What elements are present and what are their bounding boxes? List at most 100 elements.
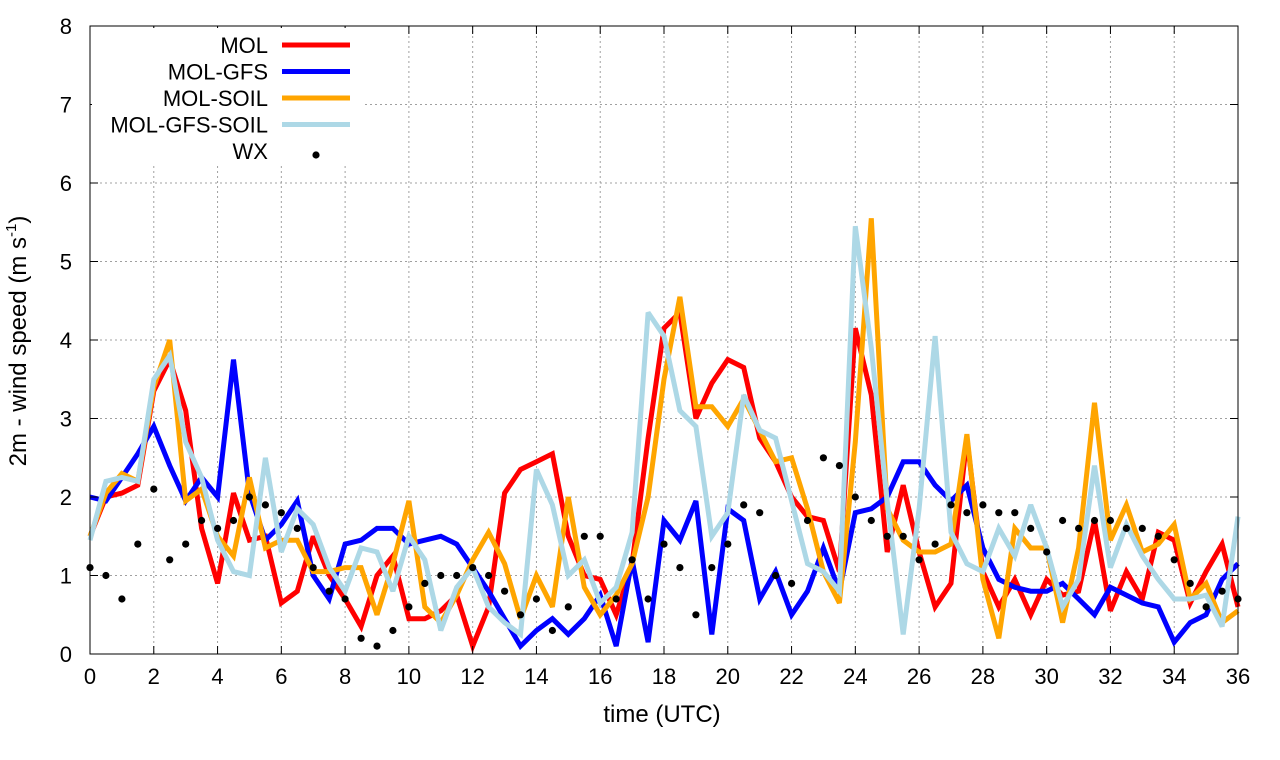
x-tick-label: 8 bbox=[339, 664, 351, 689]
wx-point bbox=[676, 564, 684, 572]
wx-point bbox=[245, 493, 253, 501]
wx-point bbox=[1059, 516, 1067, 525]
wx-point bbox=[995, 509, 1003, 517]
wx-point bbox=[1106, 516, 1114, 525]
x-tick-label: 24 bbox=[843, 664, 867, 689]
wx-point bbox=[309, 564, 317, 572]
x-tick-label: 22 bbox=[779, 664, 803, 689]
wx-point bbox=[548, 626, 557, 635]
wx-point bbox=[564, 603, 572, 611]
wx-point bbox=[341, 595, 349, 603]
x-tick-label: 34 bbox=[1162, 664, 1186, 689]
wx-point bbox=[421, 579, 429, 588]
wx-point bbox=[182, 540, 190, 548]
x-tick-label: 36 bbox=[1226, 664, 1250, 689]
legend-label-mol-gfs-soil: MOL-GFS-SOIL bbox=[110, 113, 268, 138]
legend-label-wx: WX bbox=[233, 139, 269, 164]
series-line-mol-gfs-soil bbox=[87, 225, 1241, 640]
wx-point bbox=[708, 564, 716, 572]
wx-point bbox=[803, 516, 812, 525]
wx-point bbox=[883, 532, 891, 540]
x-axis-label: time (UTC) bbox=[603, 701, 720, 728]
legend-label-mol: MOL bbox=[220, 33, 268, 58]
wx-point bbox=[835, 462, 844, 470]
wx-point bbox=[947, 501, 955, 509]
wx-point bbox=[867, 516, 875, 525]
wx-point bbox=[214, 524, 222, 533]
x-tick-label: 4 bbox=[211, 664, 223, 689]
series-line-mol-gfs bbox=[89, 359, 1240, 651]
series-line-mol bbox=[87, 307, 1241, 654]
x-tick-label: 14 bbox=[524, 664, 548, 689]
y-tick-label: 7 bbox=[60, 93, 72, 118]
wx-point bbox=[740, 501, 748, 509]
legend-label-mol-soil: MOL-SOIL bbox=[163, 86, 268, 111]
x-tick-label: 30 bbox=[1034, 664, 1058, 689]
y-tick-label: 2 bbox=[60, 485, 72, 510]
y-tick-label: 1 bbox=[60, 564, 72, 589]
legend-label-mol-gfs: MOL-GFS bbox=[168, 60, 268, 85]
wx-point bbox=[277, 509, 285, 517]
y-tick-label: 5 bbox=[60, 250, 72, 275]
y-tick-label: 6 bbox=[60, 171, 72, 196]
wx-point bbox=[532, 595, 541, 603]
y-tick-label: 4 bbox=[60, 328, 72, 353]
wx-point bbox=[1011, 509, 1019, 517]
wx-point bbox=[150, 485, 158, 493]
wx-point bbox=[1027, 524, 1035, 533]
wx-point bbox=[660, 540, 668, 548]
wx-point bbox=[1122, 524, 1130, 533]
wx-point bbox=[118, 595, 126, 603]
wx-point bbox=[931, 540, 939, 548]
wx-point bbox=[357, 634, 365, 642]
x-tick-label: 10 bbox=[397, 664, 421, 689]
wx-point bbox=[851, 493, 859, 501]
wx-point bbox=[644, 595, 652, 603]
wx-point bbox=[819, 454, 828, 462]
y-axis-label-close: ) bbox=[5, 216, 32, 224]
x-tick-label: 12 bbox=[460, 664, 484, 689]
wx-point bbox=[1186, 579, 1194, 588]
y-tick-label: 0 bbox=[60, 642, 72, 667]
x-tick-label: 2 bbox=[148, 664, 160, 689]
axis-ticks: 0 2 4 6 8 10 12 14 16 18 20 22 24 26 28 30 32 34 360123456… bbox=[60, 14, 1250, 689]
series-layer bbox=[86, 218, 1242, 654]
y-tick-label: 8 bbox=[60, 14, 72, 39]
wx-point bbox=[899, 532, 907, 540]
wx-point bbox=[134, 540, 142, 548]
wx-point bbox=[788, 579, 796, 588]
wx-point bbox=[229, 516, 238, 525]
wx-point bbox=[1218, 587, 1226, 595]
wx-point bbox=[596, 532, 604, 540]
wx-point bbox=[516, 611, 525, 619]
wx-point bbox=[389, 626, 397, 635]
wx-point bbox=[963, 509, 971, 517]
x-tick-label: 0 bbox=[84, 664, 96, 689]
x-tick-label: 20 bbox=[716, 664, 740, 689]
wx-point bbox=[198, 516, 206, 525]
x-tick-label: 16 bbox=[588, 664, 612, 689]
wx-point bbox=[1043, 548, 1051, 556]
wx-point bbox=[102, 571, 110, 580]
y-axis-label: 2m - wind speed (m s-1) bbox=[3, 216, 32, 467]
wx-point bbox=[628, 556, 636, 564]
wx-point bbox=[293, 524, 301, 533]
x-tick-label: 26 bbox=[907, 664, 931, 689]
y-axis-label-main: 2m - wind speed (m s bbox=[5, 237, 32, 466]
wx-point bbox=[437, 571, 445, 580]
x-tick-label: 28 bbox=[971, 664, 995, 689]
x-tick-label: 32 bbox=[1098, 664, 1122, 689]
wx-point bbox=[580, 532, 588, 540]
wx-point bbox=[485, 571, 493, 580]
y-tick-label: 3 bbox=[60, 407, 72, 432]
wx-point bbox=[1138, 524, 1146, 533]
wx-point bbox=[756, 509, 764, 517]
wx-point bbox=[772, 571, 780, 580]
wx-point bbox=[469, 564, 477, 572]
wx-point bbox=[724, 540, 732, 548]
wx-point bbox=[1202, 603, 1210, 611]
wx-point bbox=[373, 642, 381, 650]
wx-point bbox=[612, 595, 620, 603]
